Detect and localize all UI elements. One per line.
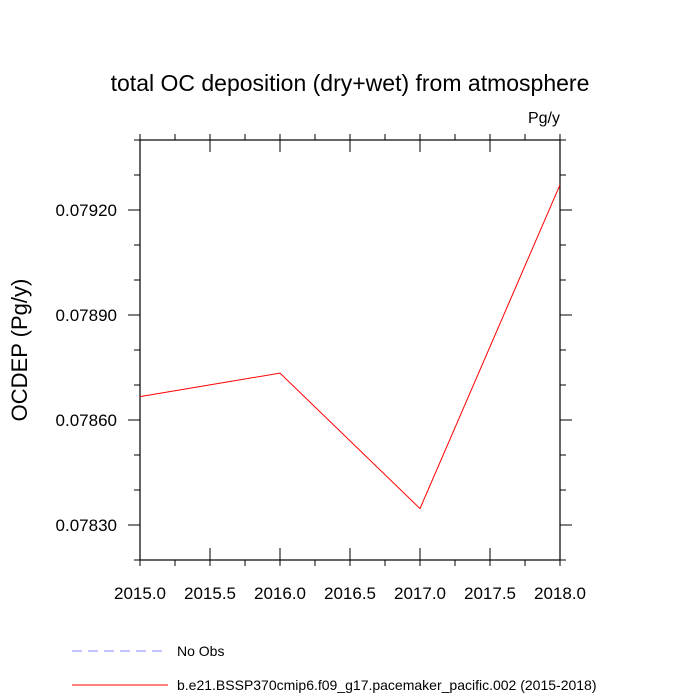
axis-ticks (128, 134, 572, 566)
legend-label: No Obs (177, 643, 224, 659)
x-tick-label: 2018.0 (534, 584, 586, 603)
legend: No Obs b.e21.BSSP370cmip6.f09_g17.pacemak… (72, 643, 597, 693)
x-tick-label: 2017.5 (464, 584, 516, 603)
units-label: Pg/y (528, 110, 560, 127)
x-tick-label: 2016.0 (254, 584, 306, 603)
y-tick-label: 0.07830 (56, 516, 117, 535)
series-line (139, 184, 561, 510)
x-tick-label: 2016.5 (324, 584, 376, 603)
y-tick-label: 0.07890 (56, 306, 117, 325)
legend-label: b.e21.BSSP370cmip6.f09_g17.pacemaker_pac… (177, 677, 597, 693)
plot-frame (139, 139, 561, 561)
plot-border (139, 139, 561, 561)
y-tick-label: 0.07860 (56, 411, 117, 430)
x-tick-label: 2015.5 (184, 584, 236, 603)
y-axis-label: OCDEP (Pg/y) (7, 279, 32, 422)
y-tick-label: 0.07920 (56, 201, 117, 220)
tick-labels: 2015.0 2015.5 2016.0 2016.5 2017.0 2017.5 2018… (56, 201, 586, 603)
x-tick-label: 2017.0 (394, 584, 446, 603)
chart-title: total OC deposition (dry+wet) from atmos… (111, 70, 590, 96)
x-tick-label: 2015.0 (114, 584, 166, 603)
series-lines (139, 184, 561, 510)
